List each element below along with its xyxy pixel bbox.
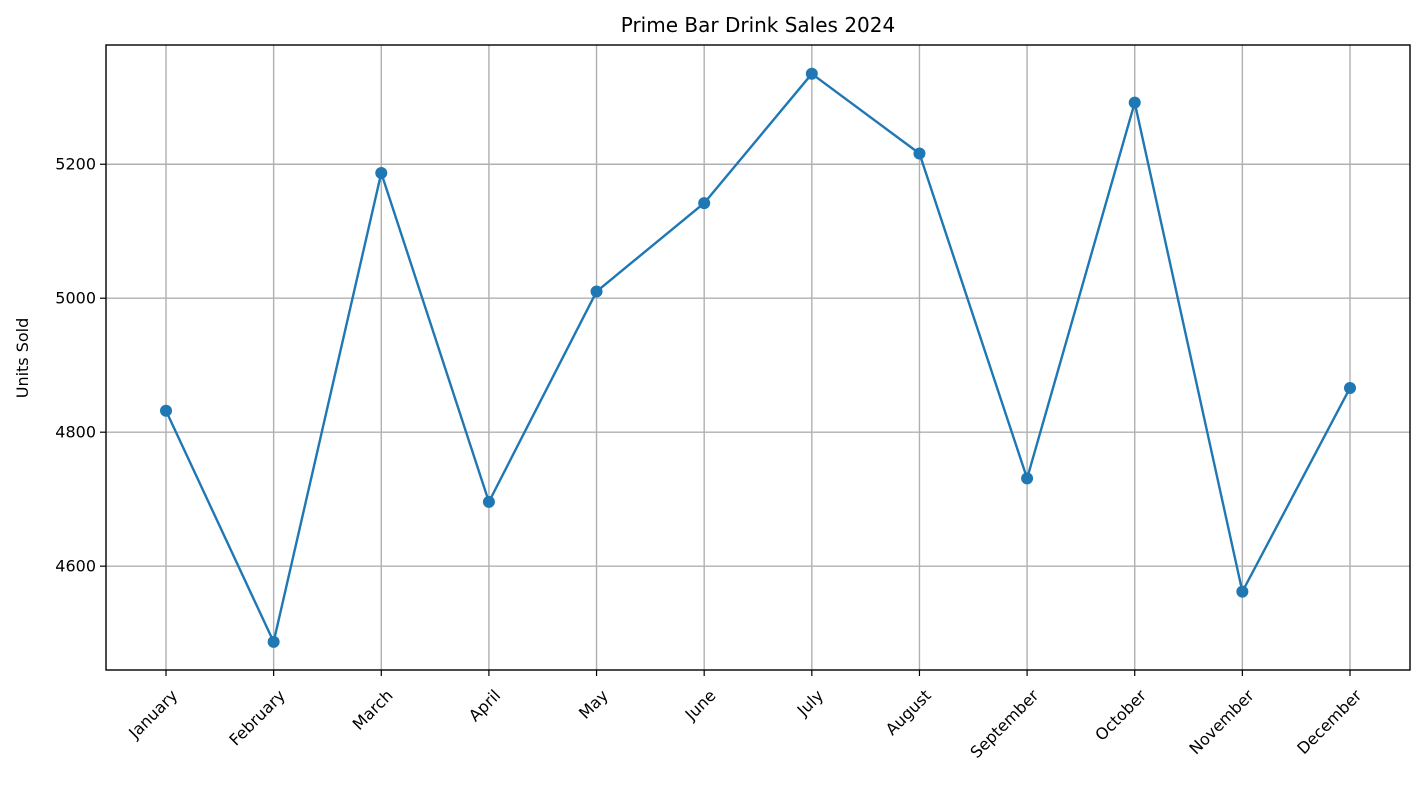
data-point-february [267, 635, 280, 648]
series-line [164, 72, 1352, 644]
plot-area-frame [105, 44, 1411, 671]
y-tick-label: 4800 [55, 423, 96, 442]
x-tick-label: November [1185, 686, 1258, 759]
y-tick-label: 5200 [55, 155, 96, 174]
x-tick-label: July [793, 686, 827, 720]
x-tick-label: April [465, 686, 504, 725]
data-point-may [590, 285, 603, 298]
x-tick-label: August [882, 686, 935, 739]
data-point-july [805, 67, 818, 80]
x-tick-label: October [1091, 686, 1150, 745]
data-point-november [1236, 585, 1249, 598]
grid-layer [106, 45, 1410, 670]
data-point-march [375, 166, 388, 179]
data-point-august [913, 147, 926, 160]
y-tick-label: 5000 [55, 289, 96, 308]
data-point-september [1021, 472, 1034, 485]
data-point-october [1128, 96, 1141, 109]
data-point-december [1344, 381, 1356, 394]
y-axis-label: Units Sold [13, 318, 32, 399]
x-tick-label: February [225, 686, 289, 750]
data-point-june [698, 197, 711, 210]
series-layer [160, 67, 1356, 648]
x-tick-label: January [124, 686, 181, 743]
data-point-january [160, 404, 172, 417]
x-tick-label: March [349, 686, 397, 734]
x-tick-label: December [1293, 686, 1365, 758]
data-point-april [482, 495, 495, 508]
x-tick-label: June [681, 686, 720, 725]
chart-title: Prime Bar Drink Sales 2024 [621, 13, 895, 37]
y-tick-label: 4600 [55, 557, 96, 576]
x-tick-label: September [966, 686, 1042, 762]
x-tick-label: May [575, 686, 612, 723]
tick-layer: January February March April May June July Augu… [55, 155, 1365, 762]
